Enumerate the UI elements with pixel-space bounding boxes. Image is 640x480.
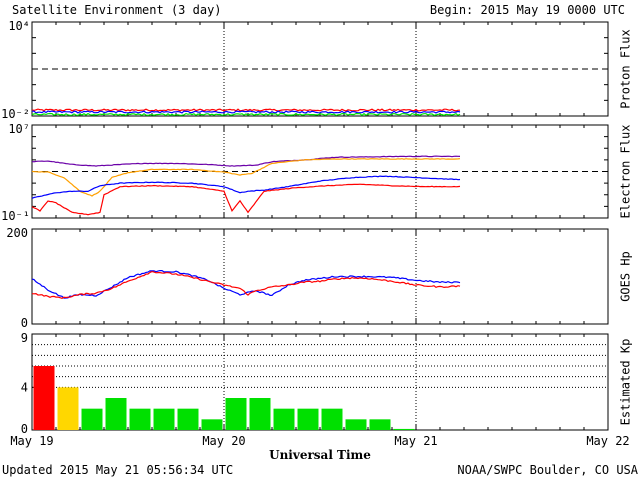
estimated-kp-panel (31, 333, 609, 431)
estimated-kp-bar (369, 419, 391, 430)
estimated-kp-bar (345, 419, 367, 430)
proton-flux-panel (31, 21, 609, 117)
plots: 10⁴ 10⁻² Proton Flux 10⁷ 10⁻¹ Electron Flux 0 2… (1, 19, 632, 448)
proton-flux-y-tick-label: 10⁻² (1, 107, 30, 121)
x-axis-label: Universal Time (269, 448, 371, 462)
goes-hp-series-2 (31, 270, 461, 299)
estimated-kp-y-tick-label: 4 (21, 380, 28, 394)
electron-flux-series-1 (31, 155, 461, 167)
electron-flux-series-3 (31, 175, 461, 199)
estimated-kp-bar (153, 408, 175, 430)
proton-flux-series-1 (31, 108, 460, 112)
electron-flux-series-4 (31, 183, 461, 216)
estimated-kp-bar (129, 408, 151, 430)
estimated-kp-bar (297, 408, 319, 430)
electron-flux-frame (31, 124, 609, 219)
credit: NOAA/SWPC Boulder, CO USA (457, 463, 638, 477)
proton-flux-y-tick-label: 10⁴ (8, 19, 30, 33)
estimated-kp-bar (57, 387, 79, 430)
estimated-kp-ylabel: Estimated Kp (619, 339, 633, 426)
electron-flux-y-tick-label: 10⁷ (8, 122, 30, 136)
electron-flux-y-tick-label: 10⁻¹ (1, 209, 30, 223)
x-tick-label-day: May 22 (586, 434, 629, 448)
estimated-kp-bar (249, 398, 271, 430)
goes-hp-y-tick-label: 200 (6, 226, 28, 240)
goes-hp-y-tick-label: 0 (21, 316, 28, 330)
x-tick-label-day: May 20 (202, 434, 245, 448)
begin-time: Begin: 2015 May 19 0000 UTC (430, 3, 625, 17)
estimated-kp-bar (273, 408, 295, 430)
estimated-kp-bar (81, 408, 103, 430)
estimated-kp-bar (177, 408, 199, 430)
chart-title: Satellite Environment (3 day) (12, 3, 222, 17)
proton-flux-series-3 (31, 112, 461, 117)
proton-flux-ylabel: Proton Flux (619, 29, 633, 108)
estimated-kp-bar (201, 419, 223, 430)
estimated-kp-bar (321, 408, 343, 430)
goes-hp-frame (31, 228, 609, 325)
estimated-kp-bar (225, 398, 247, 430)
estimated-kp-bar (33, 366, 55, 430)
electron-flux-series-2 (31, 158, 461, 197)
goes-hp-panel (31, 228, 609, 325)
updated-time: Updated 2015 May 21 05:56:34 UTC (2, 463, 233, 477)
estimated-kp-bar (105, 398, 127, 430)
electron-flux-panel (31, 124, 609, 219)
x-tick-label-day: May 21 (394, 434, 437, 448)
estimated-kp-y-tick-label: 9 (21, 331, 28, 345)
goes-hp-ylabel: GOES Hp (619, 251, 633, 302)
estimated-kp-bar (393, 428, 415, 430)
proton-flux-series-2 (31, 110, 461, 114)
estimated-kp-y-tick-label: 0 (21, 422, 28, 436)
electron-flux-ylabel: Electron Flux (619, 125, 633, 219)
proton-flux-frame (31, 21, 609, 117)
x-tick-label-day: May 19 (10, 434, 53, 448)
